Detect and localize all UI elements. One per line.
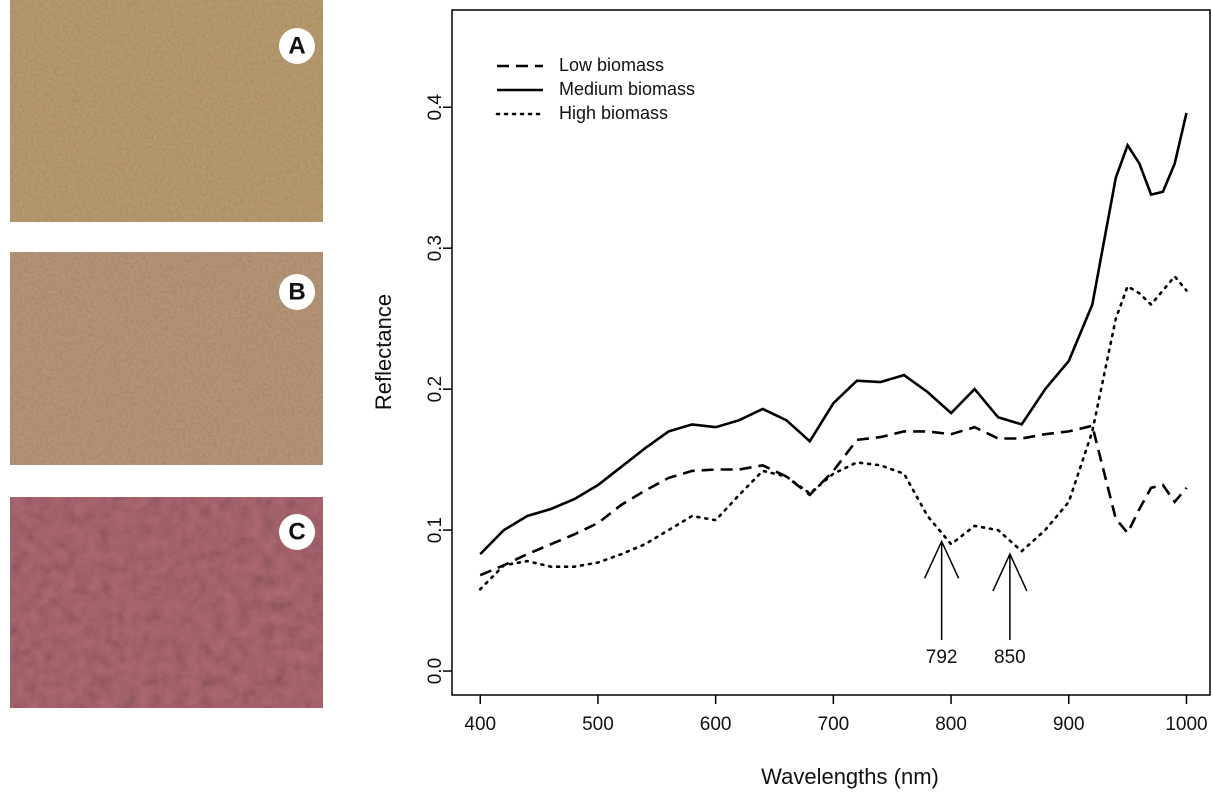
photo-a bbox=[10, 0, 323, 222]
photo-c bbox=[10, 497, 323, 708]
panel-label: B bbox=[288, 278, 305, 305]
annotation-label: 792 bbox=[926, 647, 958, 668]
x-tick-label: 700 bbox=[818, 714, 850, 735]
y-axis-label: Reflectance bbox=[371, 294, 396, 410]
annotation-arrowhead bbox=[923, 539, 960, 579]
photo-b bbox=[10, 252, 323, 465]
x-axis-label: Wavelengths (nm) bbox=[761, 764, 939, 789]
x-tick-label: 900 bbox=[1053, 714, 1085, 735]
legend-label: Medium biomass bbox=[559, 79, 695, 99]
series-line bbox=[479, 424, 1188, 577]
annotation-label: 850 bbox=[994, 647, 1026, 668]
legend-label: Low biomass bbox=[559, 55, 664, 75]
x-tick-label: 500 bbox=[582, 714, 614, 735]
panel-label: C bbox=[288, 518, 305, 545]
panel-label: A bbox=[288, 32, 305, 59]
series-line bbox=[479, 112, 1188, 556]
y-tick-label: 0.2 bbox=[425, 376, 446, 402]
series-line bbox=[478, 274, 1188, 591]
x-tick-label: 400 bbox=[464, 714, 496, 735]
panel-badge bbox=[279, 28, 315, 64]
photos: A B C bbox=[10, 0, 323, 708]
panel-badge bbox=[279, 274, 315, 310]
y-tick-label: 0.0 bbox=[425, 658, 446, 684]
panel-badge bbox=[279, 514, 315, 550]
legend-label: High biomass bbox=[559, 103, 668, 123]
x-tick-label: 800 bbox=[935, 714, 967, 735]
y-tick-label: 0.1 bbox=[425, 517, 446, 543]
annotation-arrowhead bbox=[992, 552, 1028, 592]
y-tick-label: 0.3 bbox=[425, 235, 446, 261]
y-tick-label: 0.4 bbox=[425, 94, 446, 121]
plot-frame bbox=[451, 9, 1211, 696]
x-tick-label: 1000 bbox=[1165, 714, 1207, 735]
x-tick-label: 600 bbox=[700, 714, 732, 735]
